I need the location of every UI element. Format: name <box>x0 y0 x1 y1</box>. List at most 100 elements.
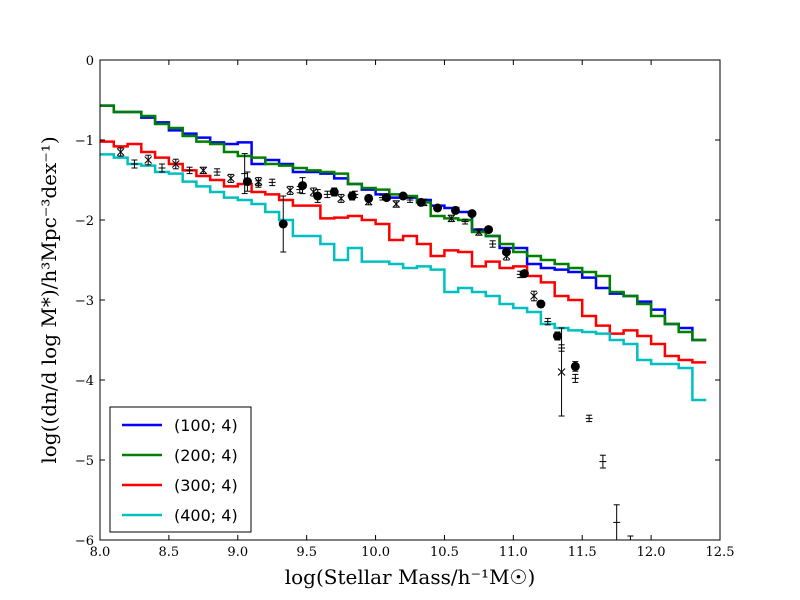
cross-marker <box>337 194 345 203</box>
x-tick-label: 9.0 <box>227 545 248 560</box>
data-point-circle <box>416 197 426 207</box>
data-point-plus <box>544 317 552 326</box>
y-tick-label: −5 <box>75 454 94 469</box>
data-point-plus <box>323 190 331 199</box>
y-tick-label: −2 <box>75 214 94 229</box>
data-point-circle <box>519 269 529 279</box>
data-point-plus <box>186 166 194 175</box>
data-point-cross <box>171 158 180 170</box>
cross-marker <box>199 166 208 175</box>
data-point-plus <box>461 218 469 225</box>
circle-marker <box>467 209 477 219</box>
data-point-plus <box>254 180 262 188</box>
data-point-circle <box>536 299 546 309</box>
data-point-plus <box>558 344 566 352</box>
circle-marker <box>552 331 562 341</box>
cross-marker <box>286 186 294 195</box>
circle-marker <box>416 197 426 207</box>
data-point-cross <box>199 166 208 175</box>
data-point-circle <box>467 209 477 219</box>
circle-marker <box>484 225 494 235</box>
cross-marker <box>502 252 511 260</box>
x-tick-label: 9.5 <box>296 545 317 560</box>
data-point-circle <box>298 177 308 195</box>
circle-marker <box>278 219 288 229</box>
cross-marker <box>557 368 566 376</box>
data-point-cross <box>309 187 318 197</box>
data-point-cross <box>502 251 511 261</box>
data-point-cross <box>227 173 235 183</box>
cross-marker <box>171 160 180 168</box>
data-point-circle <box>552 331 562 341</box>
series-line-3 <box>100 140 707 364</box>
x-tick-label: 12.0 <box>637 545 666 560</box>
axis-ticks: 8.0 8.5 9.0 9.5 10.0 10.5 11.0 11.5 12.0 12.5 0 −1 −… <box>75 54 735 560</box>
circle-marker <box>329 187 339 197</box>
y-tick-label: −4 <box>75 374 94 389</box>
data-point-plus <box>213 168 221 176</box>
data-point-plus <box>599 454 607 469</box>
cross-marker <box>419 198 428 207</box>
data-point-circle <box>570 361 580 372</box>
data-point-circle <box>278 195 288 253</box>
x-tick-label: 10.0 <box>361 545 390 560</box>
cross-marker <box>475 228 483 236</box>
data-point-plus <box>406 197 414 203</box>
data-point-cross <box>116 147 125 157</box>
legend-label-1: (100; 4) <box>174 416 238 435</box>
legend-label-2: (200; 4) <box>174 446 238 465</box>
x-tick-label: 8.0 <box>90 545 111 560</box>
data-point-cross <box>447 214 456 223</box>
cross-marker <box>144 156 153 164</box>
circle-marker <box>347 191 357 201</box>
data-point-circle <box>347 191 357 201</box>
data-point-circle <box>398 191 408 201</box>
data-point-cross <box>286 185 294 195</box>
data-point-circle <box>329 187 339 197</box>
data-point-plus <box>516 270 524 279</box>
cross-marker <box>309 188 318 196</box>
x-tick-label: 11.5 <box>568 545 597 560</box>
data-point-plus <box>613 504 621 541</box>
cross-marker <box>447 214 456 223</box>
cross-marker <box>116 148 125 156</box>
cross-marker <box>530 292 538 300</box>
circle-marker <box>433 203 443 213</box>
series-line-4 <box>100 153 707 402</box>
observations-layer <box>116 147 634 541</box>
circle-marker <box>519 269 529 279</box>
cross-marker <box>227 174 235 183</box>
x-axis-label: log(Stellar Mass/h⁻¹M☉) <box>285 565 536 589</box>
data-point-cross <box>557 327 566 417</box>
x-tick-label: 8.5 <box>159 545 180 560</box>
cross-marker <box>392 200 401 208</box>
data-point-circle <box>433 203 443 213</box>
data-point-cross <box>475 228 483 236</box>
legend: (100; 4) (200; 4) (300; 4) (400; 4) <box>109 406 252 533</box>
data-point-plus <box>585 414 593 423</box>
data-point-plus <box>296 185 304 194</box>
x-tick-label: 11.0 <box>499 545 528 560</box>
data-point-plus <box>130 159 138 169</box>
legend-label-4: (400; 4) <box>174 506 238 525</box>
legend-label-3: (300; 4) <box>174 476 238 495</box>
data-point-plus <box>378 194 386 201</box>
circle-marker <box>242 177 252 187</box>
data-point-circle <box>242 171 252 192</box>
data-point-plus <box>571 373 579 383</box>
data-point-cross <box>337 193 345 203</box>
y-tick-label: −6 <box>75 534 94 549</box>
data-point-cross <box>364 197 373 206</box>
y-axis-label: log((dn/d log M*)/h³Mpc⁻³dex⁻¹) <box>37 136 61 463</box>
data-point-cross <box>392 200 401 208</box>
y-tick-label: 0 <box>86 54 94 69</box>
data-point-plus <box>489 240 497 248</box>
data-point-circle <box>450 205 460 215</box>
x-tick-label: 10.5 <box>430 545 459 560</box>
y-tick-label: −1 <box>75 134 94 149</box>
data-point-plus <box>241 153 249 195</box>
circle-marker <box>398 191 408 201</box>
data-point-plus <box>268 178 276 187</box>
data-point-cross <box>419 198 428 207</box>
